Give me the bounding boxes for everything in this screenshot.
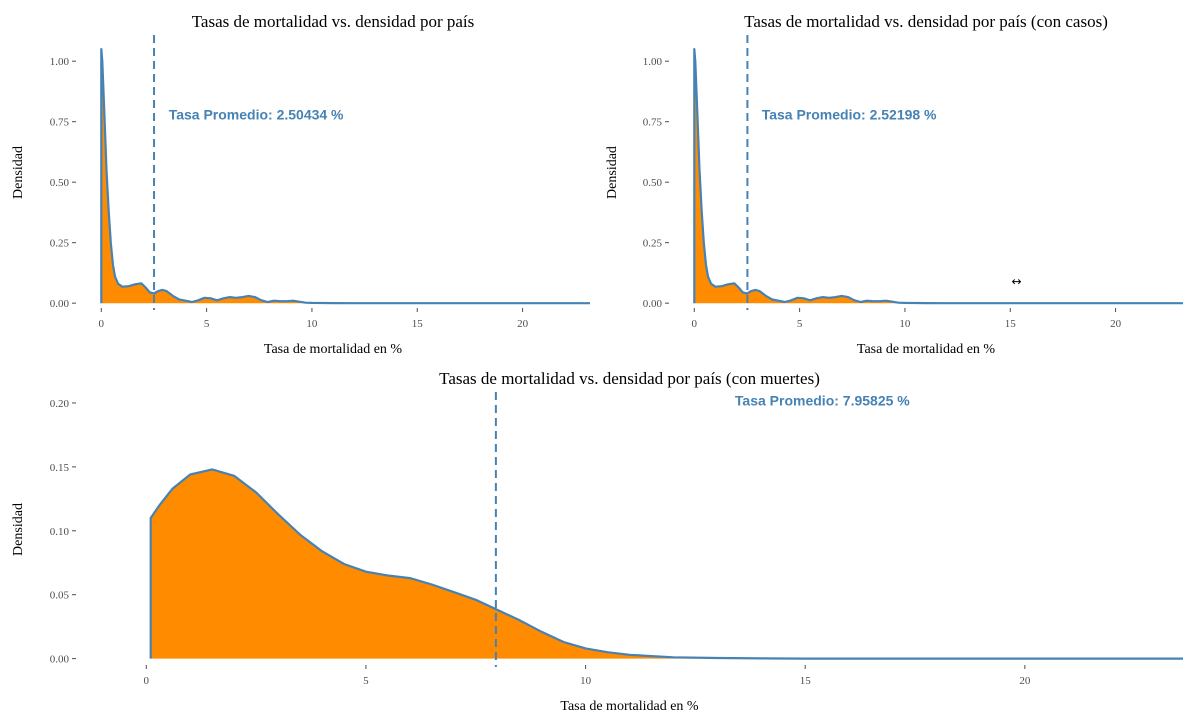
density-area — [101, 49, 591, 304]
resize-horizontal-icon: ↔ — [1012, 274, 1022, 288]
y-tick-label: 0.75 — [50, 117, 70, 129]
y-tick-label: 0.15 — [50, 462, 70, 474]
y-tick-label: 0.25 — [643, 238, 663, 250]
y-tick-label: 0.00 — [50, 654, 70, 666]
density-area — [150, 469, 1184, 659]
mean-annotation: Tasa Promedio: 7.95825 % — [735, 392, 910, 408]
y-tick-label: 0.25 — [50, 238, 70, 250]
y-tick-label: 0.10 — [50, 526, 70, 538]
density-area — [694, 49, 1183, 304]
x-tick-label: 10 — [306, 318, 318, 330]
density-line — [693, 48, 1183, 305]
y-tick-label: 0.00 — [50, 298, 70, 310]
x-tick-label: 0 — [99, 318, 105, 330]
y-tick-label: 0.50 — [50, 177, 70, 189]
x-tick-label: 20 — [517, 318, 529, 330]
x-tick-label: 5 — [363, 675, 369, 687]
x-axis-label: Tasa de mortalidad en % — [560, 699, 699, 714]
chart-title: Tasas de mortalidad vs. densidad por paí… — [744, 12, 1108, 31]
y-tick-label: 1.00 — [643, 56, 663, 68]
y-axis-label: Densidad — [11, 503, 26, 556]
y-tick-label: 0.05 — [50, 590, 70, 602]
x-tick-label: 20 — [1019, 675, 1031, 687]
x-axis-label: Tasa de mortalidad en % — [264, 342, 403, 357]
x-tick-label: 20 — [1110, 318, 1122, 330]
chart-panel-3: Tasas de mortalidad vs. densidad por paí… — [11, 369, 1184, 714]
density-line — [149, 468, 1183, 660]
x-axis-label: Tasa de mortalidad en % — [857, 342, 996, 357]
x-tick-label: 15 — [800, 675, 812, 687]
mean-annotation: Tasa Promedio: 2.52198 % — [762, 106, 937, 122]
y-tick-label: 0.75 — [643, 117, 663, 129]
y-tick-label: 0.50 — [643, 177, 663, 189]
x-tick-label: 0 — [144, 675, 150, 687]
x-tick-label: 10 — [580, 675, 592, 687]
y-axis-label: Densidad — [11, 146, 26, 199]
chart-panel-2: Tasas de mortalidad vs. densidad por paí… — [605, 12, 1183, 357]
y-tick-label: 0.20 — [50, 398, 70, 410]
x-tick-label: 0 — [692, 318, 698, 330]
mean-annotation: Tasa Promedio: 2.50434 % — [169, 106, 344, 122]
x-tick-label: 15 — [1005, 318, 1017, 330]
density-line — [100, 48, 590, 305]
x-tick-label: 15 — [412, 318, 424, 330]
y-axis-label: Densidad — [605, 146, 620, 199]
y-tick-label: 0.00 — [643, 298, 663, 310]
chart-title: Tasas de mortalidad vs. densidad por paí… — [192, 12, 475, 31]
chart-title: Tasas de mortalidad vs. densidad por paí… — [439, 369, 820, 388]
x-tick-label: 10 — [899, 318, 911, 330]
x-tick-label: 5 — [797, 318, 803, 330]
x-tick-label: 5 — [204, 318, 210, 330]
chart-panel-1: Tasas de mortalidad vs. densidad por paí… — [11, 12, 591, 357]
y-tick-label: 1.00 — [50, 56, 70, 68]
